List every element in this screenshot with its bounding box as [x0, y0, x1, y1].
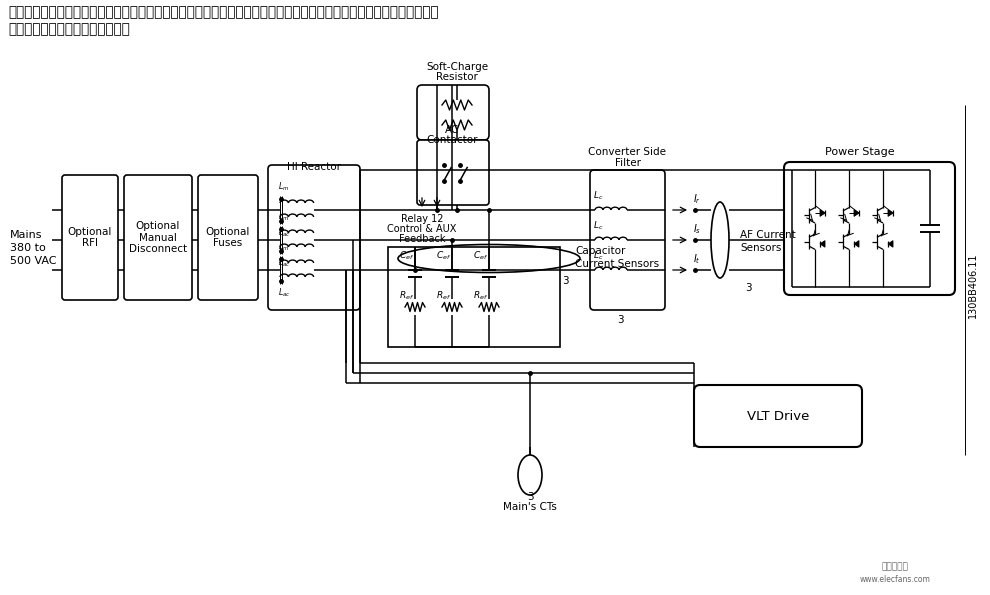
FancyBboxPatch shape — [417, 140, 489, 205]
Text: 3: 3 — [617, 315, 624, 325]
Text: AF Current: AF Current — [740, 230, 796, 240]
Polygon shape — [854, 210, 859, 217]
Text: Contactor: Contactor — [427, 135, 478, 145]
Text: 130BB406.11: 130BB406.11 — [968, 252, 978, 318]
Text: $C_{ef}$: $C_{ef}$ — [399, 249, 414, 261]
Text: Converter Side: Converter Side — [588, 147, 666, 157]
Text: Feedback: Feedback — [399, 234, 446, 244]
Text: 3: 3 — [527, 492, 534, 502]
Text: Optional
RFI: Optional RFI — [67, 227, 112, 248]
Text: Filter: Filter — [615, 158, 641, 168]
Text: $R_{ef}$: $R_{ef}$ — [399, 289, 414, 302]
FancyBboxPatch shape — [62, 175, 118, 300]
Text: 500 VAC: 500 VAC — [10, 256, 56, 266]
Text: Control & AUX: Control & AUX — [387, 224, 456, 234]
Polygon shape — [820, 210, 825, 217]
Text: $L_c$: $L_c$ — [593, 220, 604, 232]
Text: $I_s$: $I_s$ — [693, 222, 701, 236]
Text: $I_t$: $I_t$ — [693, 252, 701, 266]
Text: Soft-Charge: Soft-Charge — [426, 62, 488, 72]
Text: $L_{ac}$: $L_{ac}$ — [278, 257, 290, 270]
Polygon shape — [888, 210, 893, 217]
Text: 低谐波变频器是一种大功率型变频器，带有集成的有源滤波器。有源滤波器是一种积极监测谐波失真水平并向线路注入补: 低谐波变频器是一种大功率型变频器，带有集成的有源滤波器。有源滤波器是一种积极监测… — [8, 5, 439, 19]
Text: 电子发烧友: 电子发烧友 — [881, 562, 909, 572]
Text: 偿性谐波电流以消除谐波的装置。: 偿性谐波电流以消除谐波的装置。 — [8, 22, 130, 36]
FancyBboxPatch shape — [198, 175, 258, 300]
Text: HI Reactor: HI Reactor — [287, 162, 341, 172]
Text: $L_m$: $L_m$ — [278, 211, 289, 223]
FancyBboxPatch shape — [590, 170, 665, 310]
FancyBboxPatch shape — [784, 162, 955, 295]
Text: 3: 3 — [744, 283, 751, 293]
FancyBboxPatch shape — [694, 385, 862, 447]
Text: AC: AC — [445, 125, 459, 135]
Text: VLT Drive: VLT Drive — [746, 409, 809, 422]
Text: Mains: Mains — [10, 230, 43, 240]
Text: $R_{ef}$: $R_{ef}$ — [473, 289, 488, 302]
Text: $L_m$: $L_m$ — [278, 180, 289, 193]
FancyBboxPatch shape — [124, 175, 192, 300]
Text: $C_{ef}$: $C_{ef}$ — [436, 249, 451, 261]
Text: Optional
Fuses: Optional Fuses — [206, 227, 250, 248]
Text: Resistor: Resistor — [436, 72, 478, 82]
Text: $C_{ef}$: $C_{ef}$ — [473, 249, 488, 261]
Text: Relay 12: Relay 12 — [401, 214, 444, 224]
Text: $L_{ac}$: $L_{ac}$ — [278, 227, 290, 239]
FancyBboxPatch shape — [417, 85, 489, 140]
Text: Current Sensors: Current Sensors — [575, 258, 659, 268]
Text: $R_{ef}$: $R_{ef}$ — [436, 289, 451, 302]
Text: $L_{ac}$: $L_{ac}$ — [278, 287, 290, 299]
Polygon shape — [820, 240, 825, 247]
Text: Optional
Manual
Disconnect: Optional Manual Disconnect — [129, 221, 187, 254]
Text: 3: 3 — [561, 275, 568, 286]
Text: $L_c$: $L_c$ — [593, 189, 604, 202]
Text: Main's CTs: Main's CTs — [503, 502, 557, 512]
FancyBboxPatch shape — [268, 165, 360, 310]
Text: $L_c$: $L_c$ — [593, 249, 604, 262]
Text: $L_m$: $L_m$ — [278, 240, 289, 253]
Bar — [388, 247, 560, 347]
Text: www.elecfans.com: www.elecfans.com — [859, 575, 931, 584]
Text: $I_r$: $I_r$ — [693, 192, 701, 206]
Text: 380 to: 380 to — [10, 243, 46, 253]
Text: Power Stage: Power Stage — [825, 147, 894, 157]
Text: Sensors: Sensors — [740, 243, 781, 253]
Polygon shape — [888, 240, 893, 247]
Polygon shape — [854, 240, 859, 247]
Text: Capacitor: Capacitor — [575, 246, 626, 255]
